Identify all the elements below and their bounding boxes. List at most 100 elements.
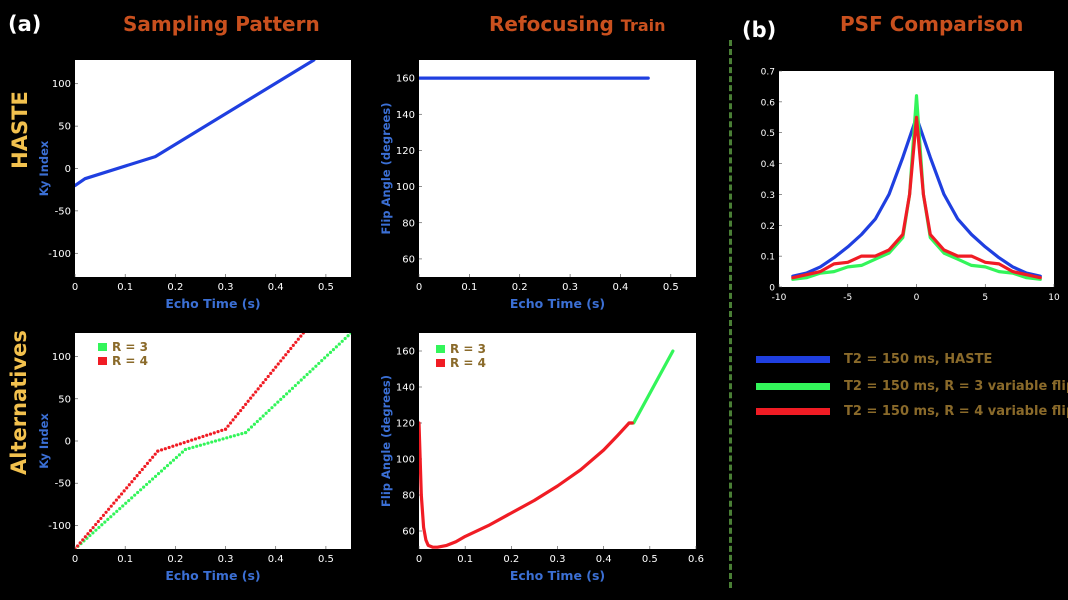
data-point [115,509,119,513]
data-point [125,486,129,490]
data-point [320,359,324,363]
legend-label: R = 3 [450,342,486,356]
data-point [107,507,111,511]
data-point [101,513,106,517]
x-tick-label: 0.2 [512,282,528,293]
data-point [106,517,110,522]
x-tick-label: 0 [914,293,920,303]
x-tick-label: 0.3 [218,282,234,293]
data-point [331,347,336,352]
data-point [226,424,230,428]
data-point [276,400,280,404]
x-tick-label: 0.3 [562,282,578,293]
data-point [261,414,265,418]
data-point [138,470,142,475]
data-point [314,364,318,368]
data-point [241,405,245,410]
data-point [244,402,248,406]
data-point [343,336,347,341]
data-point [225,436,229,440]
data-point [183,447,187,452]
data-point [94,528,98,532]
data-point [206,441,210,445]
data-point [75,544,80,548]
data-point [159,469,164,473]
data-point [317,361,321,366]
panel-a-label: (a) [8,12,42,36]
data-point [186,439,190,443]
data-point [191,445,195,449]
x-tick-label: 0.5 [318,554,334,565]
data-point [294,340,298,344]
y-tick-label: 0 [65,437,71,448]
data-point [212,431,216,435]
legend-swatch-r3 [756,383,830,390]
data-point [175,443,179,447]
data-point [171,444,175,448]
data-point [130,480,134,484]
data-point [246,399,250,403]
data-point [284,353,288,357]
panel-divider [729,40,732,588]
data-point [274,365,278,369]
data-point [328,350,333,354]
refocusing-train-title: Refocusing Train [489,12,666,36]
legend-label: R = 4 [112,354,148,368]
sampling-pattern-title: Sampling Pattern [123,12,320,36]
data-point [174,455,179,460]
chart-haste_sampling: 0 0.1 0.2 0.3 0.4 0.5 -100 -50 0 50 100 Echo Time (… [37,60,351,311]
data-point [266,374,270,379]
data-point [201,434,205,439]
x-tick-label: 0.3 [218,554,234,565]
series-r-4 [75,333,305,549]
psf-comparison-title: PSF Comparison [840,12,1024,36]
series-t2-150-ms-r-3-variable-flip-line [791,94,1042,281]
data-point [240,432,244,436]
legend-swatch [98,343,107,351]
data-point [193,437,198,441]
data-point [255,419,259,424]
y-tick-label: 160 [396,74,415,85]
y-tick-label: 0.6 [761,98,776,108]
y-axis-label: Flip Angle (degrees) [379,375,393,507]
data-point [258,417,262,421]
data-point [112,512,116,516]
data-point [202,442,206,446]
data-point [337,342,341,346]
data-point [210,440,214,444]
refocusing-title-main: Refocusing [489,12,614,36]
x-tick-label: 0 [416,554,422,565]
legend-swatch-r4 [756,408,830,415]
data-point [78,541,82,545]
data-point [109,515,113,519]
data-point [301,333,305,335]
x-tick-label: 0.5 [642,554,658,565]
y-tick-label: -50 [55,206,71,217]
data-point [81,538,85,542]
data-point [147,480,152,484]
x-tick-label: 0.2 [167,282,183,293]
data-point [340,339,344,343]
data-point [285,392,289,396]
data-point [287,389,292,393]
x-tick-label: 0.2 [167,554,183,565]
x-tick-label: 0.1 [117,282,133,293]
data-point [252,422,256,426]
data-point [213,439,218,443]
data-point [114,498,118,502]
y-tick-label: 80 [402,491,415,502]
data-point [281,356,285,360]
y-axis-label: Flip Angle (degrees) [379,103,393,235]
data-point [217,438,221,442]
x-axis-label: Echo Time (s) [510,568,605,583]
y-tick-label: 0.3 [761,191,775,201]
data-point [86,532,90,536]
psf-legend-r3: T2 = 150 ms, R = 3 variable flip [756,379,1068,394]
y-tick-label: 0.4 [761,160,776,170]
data-point [286,350,290,354]
data-point [311,367,315,371]
y-tick-label: 100 [52,79,71,90]
chart-alt_sampling: 0 0.1 0.2 0.3 0.4 0.5 -100 -50 0 50 100 Echo Time (… [37,333,351,583]
data-point [121,504,125,508]
data-point [223,427,228,431]
